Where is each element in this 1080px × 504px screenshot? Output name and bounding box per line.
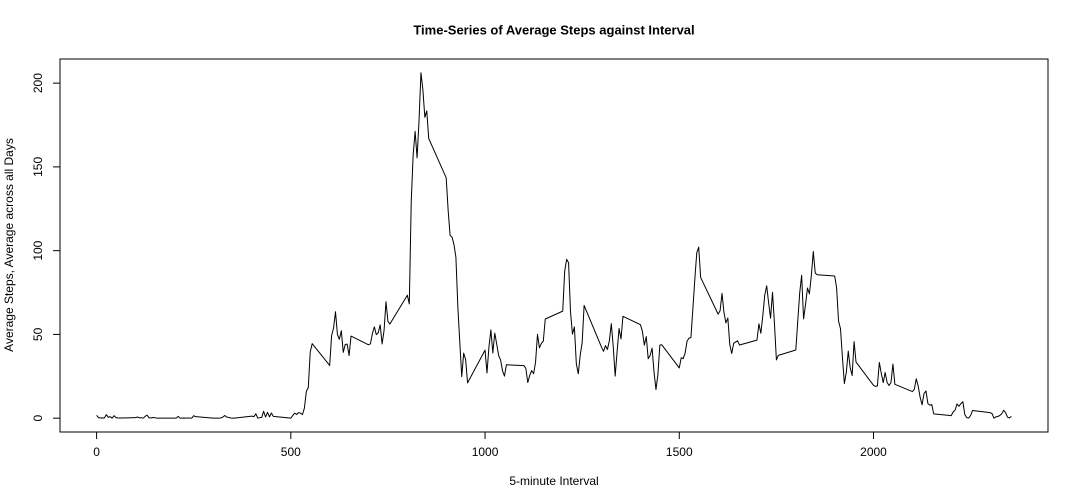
plot-frame: [59, 58, 1049, 433]
y-tick-label: 0: [31, 415, 45, 422]
chart-title: Time-Series of Average Steps against Int…: [413, 22, 694, 37]
y-tick-label: 150: [31, 157, 45, 177]
data-line: [96, 72, 1012, 419]
y-tick-label: 50: [31, 327, 45, 341]
x-tick-label: 1000: [472, 445, 499, 459]
y-tick-label: 200: [31, 73, 45, 93]
x-tick-label: 1500: [666, 445, 693, 459]
x-tick-label: 2000: [860, 445, 887, 459]
y-axis-label: Average Steps, Average across all Days: [2, 138, 16, 352]
y-tick-label: 100: [31, 240, 45, 260]
x-tick-label: 0: [93, 445, 100, 459]
x-axis-label: 5-minute Interval: [509, 474, 598, 488]
x-tick-label: 500: [281, 445, 301, 459]
